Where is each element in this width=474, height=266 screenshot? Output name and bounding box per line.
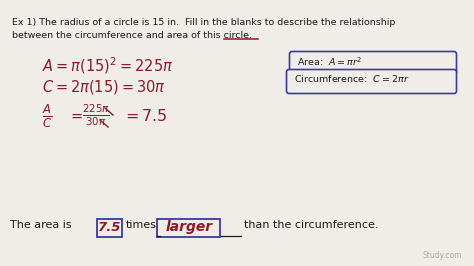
Text: larger: larger	[165, 221, 212, 235]
Text: $A = \pi(15)^2 = 225\pi$: $A = \pi(15)^2 = 225\pi$	[42, 55, 173, 76]
Text: $C = 2\pi(15) = 30\pi$: $C = 2\pi(15) = 30\pi$	[42, 78, 166, 96]
Text: $\frac{225\pi}{30\pi}$: $\frac{225\pi}{30\pi}$	[82, 103, 110, 128]
Text: Study.com: Study.com	[422, 251, 462, 260]
Text: Circumference:  $C = 2\pi r$: Circumference: $C = 2\pi r$	[294, 73, 410, 84]
Text: Ex 1) The radius of a circle is 15 in.  Fill in the blanks to describe the relat: Ex 1) The radius of a circle is 15 in. F…	[12, 18, 395, 27]
FancyBboxPatch shape	[98, 218, 122, 236]
Text: 7.5: 7.5	[98, 221, 122, 234]
FancyBboxPatch shape	[286, 69, 456, 94]
Text: The area is: The area is	[10, 220, 72, 230]
FancyBboxPatch shape	[290, 52, 456, 74]
Text: times: times	[126, 220, 157, 230]
Text: $\frac{A}{C}$: $\frac{A}{C}$	[42, 103, 53, 130]
Text: $= 7.5$: $= 7.5$	[122, 108, 168, 124]
Text: between the circumference and area of this circle.: between the circumference and area of th…	[12, 31, 252, 40]
Text: $=$: $=$	[68, 108, 83, 123]
FancyBboxPatch shape	[157, 218, 220, 236]
Text: Area:  $A = \pi r^2$: Area: $A = \pi r^2$	[297, 55, 362, 68]
Text: than the circumference.: than the circumference.	[244, 220, 379, 230]
